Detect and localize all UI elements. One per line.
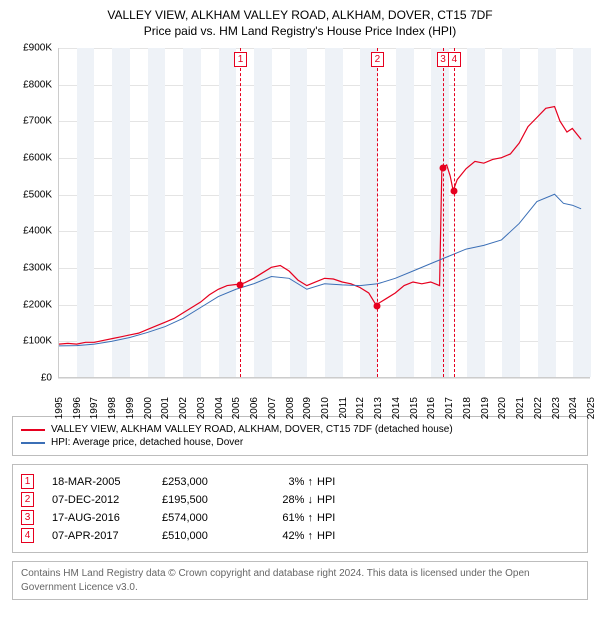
event-delta: 61% ↑ xyxy=(257,512,317,524)
y-tick-label: £300K xyxy=(10,263,52,274)
event-hpi-label: HPI xyxy=(317,494,335,506)
event-hpi-label: HPI xyxy=(317,530,335,542)
x-tick-label: 2013 xyxy=(373,397,384,419)
event-number-box: 3 xyxy=(21,510,34,525)
legend-label: HPI: Average price, detached house, Dove… xyxy=(51,437,243,448)
x-tick-label: 2021 xyxy=(515,397,526,419)
x-tick-label: 2016 xyxy=(426,397,437,419)
x-tick-label: 2002 xyxy=(178,397,189,419)
event-price: £195,500 xyxy=(162,494,257,506)
event-dot xyxy=(237,282,244,289)
event-delta: 42% ↑ xyxy=(257,530,317,542)
event-hpi-label: HPI xyxy=(317,512,335,524)
x-tick-label: 2014 xyxy=(391,397,402,419)
x-tick-label: 1996 xyxy=(72,397,83,419)
footer-attribution: Contains HM Land Registry data © Crown c… xyxy=(12,561,588,600)
event-dot xyxy=(439,164,446,171)
event-marker-label: 4 xyxy=(448,52,461,67)
x-tick-label: 2025 xyxy=(586,397,597,419)
x-tick-label: 2010 xyxy=(320,397,331,419)
event-date: 17-AUG-2016 xyxy=(52,512,162,524)
event-vline xyxy=(454,48,455,377)
x-tick-label: 2004 xyxy=(214,397,225,419)
legend-label: VALLEY VIEW, ALKHAM VALLEY ROAD, ALKHAM,… xyxy=(51,424,453,435)
event-date: 07-APR-2017 xyxy=(52,530,162,542)
x-tick-label: 2005 xyxy=(231,397,242,419)
y-tick-label: £200K xyxy=(10,299,52,310)
event-vline xyxy=(443,48,444,377)
x-tick-label: 2018 xyxy=(462,397,473,419)
event-vline xyxy=(240,48,241,377)
event-row: 4 07-APR-2017£510,00042% ↑ HPI xyxy=(21,528,579,543)
event-dot xyxy=(373,303,380,310)
x-tick-label: 2023 xyxy=(551,397,562,419)
y-tick-label: £0 xyxy=(10,373,52,384)
x-tick-label: 1997 xyxy=(89,397,100,419)
legend-swatch xyxy=(21,442,45,444)
x-tick-label: 2020 xyxy=(497,397,508,419)
y-tick-label: £800K xyxy=(10,79,52,90)
y-tick-label: £100K xyxy=(10,336,52,347)
plot-region: 1234 xyxy=(58,48,590,378)
x-tick-label: 2008 xyxy=(285,397,296,419)
event-date: 07-DEC-2012 xyxy=(52,494,162,506)
x-tick-label: 2000 xyxy=(143,397,154,419)
event-number-box: 1 xyxy=(21,474,34,489)
series-property xyxy=(59,107,581,345)
series-hpi xyxy=(59,194,581,346)
x-tick-label: 2009 xyxy=(302,397,313,419)
legend-item: HPI: Average price, detached house, Dove… xyxy=(21,437,579,448)
x-axis-ticks: 1995199619971998199920002001200220032004… xyxy=(58,378,590,408)
x-tick-label: 1995 xyxy=(54,397,65,419)
x-tick-label: 2006 xyxy=(249,397,260,419)
y-tick-label: £900K xyxy=(10,43,52,54)
y-tick-label: £600K xyxy=(10,153,52,164)
chart-area: £0 £100K £200K £300K £400K £500K £600K £700K £80… xyxy=(10,48,590,408)
event-price: £253,000 xyxy=(162,476,257,488)
x-tick-label: 2022 xyxy=(533,397,544,419)
legend-box: VALLEY VIEW, ALKHAM VALLEY ROAD, ALKHAM,… xyxy=(12,416,588,456)
x-tick-label: 2007 xyxy=(267,397,278,419)
event-number-box: 4 xyxy=(21,528,34,543)
x-tick-label: 1999 xyxy=(125,397,136,419)
legend-item: VALLEY VIEW, ALKHAM VALLEY ROAD, ALKHAM,… xyxy=(21,424,579,435)
chart-subtitle: Price paid vs. HM Land Registry's House … xyxy=(10,24,590,38)
x-tick-label: 2001 xyxy=(160,397,171,419)
events-table: 1 18-MAR-2005£253,0003% ↑ HPI 2 07-DEC-2012… xyxy=(12,464,588,553)
event-date: 18-MAR-2005 xyxy=(52,476,162,488)
event-dot xyxy=(450,188,457,195)
event-price: £574,000 xyxy=(162,512,257,524)
event-price: £510,000 xyxy=(162,530,257,542)
y-tick-label: £500K xyxy=(10,189,52,200)
x-tick-label: 2015 xyxy=(409,397,420,419)
legend-swatch xyxy=(21,429,45,431)
event-row: 1 18-MAR-2005£253,0003% ↑ HPI xyxy=(21,474,579,489)
event-row: 3 17-AUG-2016£574,00061% ↑ HPI xyxy=(21,510,579,525)
event-marker-label: 2 xyxy=(371,52,384,67)
event-hpi-label: HPI xyxy=(317,476,335,488)
x-tick-label: 2012 xyxy=(355,397,366,419)
chart-title: VALLEY VIEW, ALKHAM VALLEY ROAD, ALKHAM,… xyxy=(10,8,590,22)
x-tick-label: 2011 xyxy=(338,397,349,419)
x-tick-label: 2019 xyxy=(480,397,491,419)
chart-title-block: VALLEY VIEW, ALKHAM VALLEY ROAD, ALKHAM,… xyxy=(10,8,590,38)
y-tick-label: £400K xyxy=(10,226,52,237)
event-vline xyxy=(377,48,378,377)
y-tick-label: £700K xyxy=(10,116,52,127)
x-tick-label: 1998 xyxy=(107,397,118,419)
x-tick-label: 2017 xyxy=(444,397,455,419)
x-tick-label: 2003 xyxy=(196,397,207,419)
x-tick-label: 2024 xyxy=(568,397,579,419)
event-delta: 3% ↑ xyxy=(257,476,317,488)
event-row: 2 07-DEC-2012£195,50028% ↓ HPI xyxy=(21,492,579,507)
event-number-box: 2 xyxy=(21,492,34,507)
event-delta: 28% ↓ xyxy=(257,494,317,506)
event-marker-label: 1 xyxy=(234,52,247,67)
